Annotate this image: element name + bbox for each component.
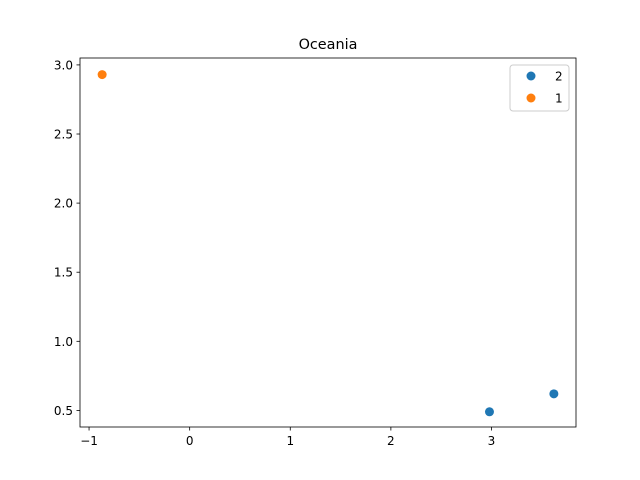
x-tick-label: 2 <box>387 434 395 448</box>
legend-box <box>509 64 570 112</box>
axis-ticks: −1 0 1 2 3 0.5 1.0 1.5 2.0 2.5 3.0 <box>54 58 495 448</box>
y-tick-label: 2.0 <box>54 197 73 211</box>
y-tick-label: 0.5 <box>54 404 73 418</box>
x-tick-label: 1 <box>286 434 294 448</box>
series-2-point <box>484 407 494 417</box>
chart-title: Oceania <box>299 37 358 53</box>
y-tick-label: 3.0 <box>54 58 73 72</box>
x-tick-label: 0 <box>186 434 194 448</box>
legend: 21 <box>509 64 570 112</box>
y-tick-label: 1.0 <box>54 335 73 349</box>
y-tick-label: 1.5 <box>54 266 73 280</box>
series-2-point <box>549 389 559 399</box>
legend-marker <box>526 93 536 103</box>
legend-marker <box>526 71 536 81</box>
series-1-point <box>97 70 107 80</box>
y-tick-label: 2.5 <box>54 128 73 142</box>
x-tick-label: 3 <box>488 434 496 448</box>
data-points <box>97 70 559 417</box>
x-tick-label: −1 <box>80 434 98 448</box>
legend-label: 2 <box>555 70 563 84</box>
legend-label: 1 <box>555 92 563 106</box>
plot-frame <box>79 57 577 428</box>
